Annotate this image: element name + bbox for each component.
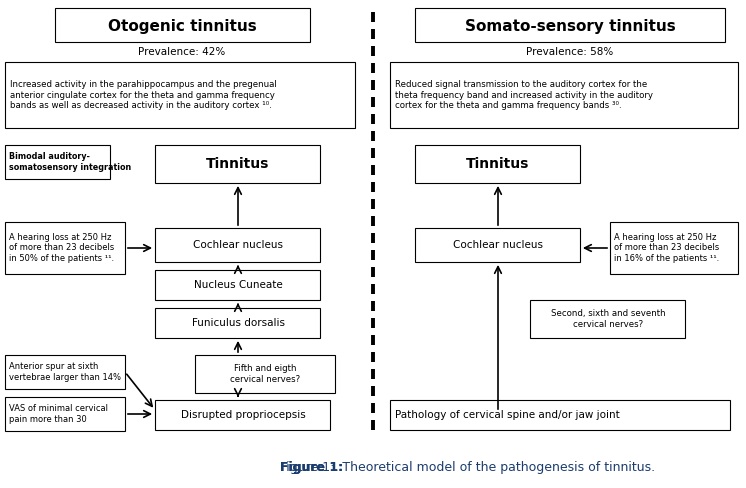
- Bar: [155, 270, 320, 300]
- Text: Reduced signal transmission to the auditory cortex for the
theta frequency band : Reduced signal transmission to the audit…: [395, 80, 653, 110]
- Text: Nucleus Cuneate: Nucleus Cuneate: [194, 280, 283, 290]
- Text: Prevalence: 58%: Prevalence: 58%: [527, 47, 614, 57]
- Text: Cochlear nucleus: Cochlear nucleus: [453, 240, 543, 250]
- Bar: [155, 228, 320, 262]
- Text: Bimodal auditory-
somatosensory integration: Bimodal auditory- somatosensory integrat…: [9, 152, 131, 172]
- Text: Increased activity in the parahippocampus and the pregenual
anterior cingulate c: Increased activity in the parahippocampu…: [10, 80, 277, 110]
- Text: VAS of minimal cervical
pain more than 30: VAS of minimal cervical pain more than 3…: [9, 404, 108, 424]
- Bar: [155, 308, 320, 338]
- Text: Prevalence: 42%: Prevalence: 42%: [138, 47, 225, 57]
- Bar: [415, 8, 725, 42]
- Text: Figure 1:  Theoretical model of the pathogenesis of tinnitus.: Figure 1: Theoretical model of the patho…: [280, 462, 655, 474]
- Bar: [55, 8, 310, 42]
- Bar: [610, 222, 738, 274]
- Bar: [415, 145, 580, 183]
- Text: Cochlear nucleus: Cochlear nucleus: [193, 240, 283, 250]
- Text: Funiculus dorsalis: Funiculus dorsalis: [192, 318, 284, 328]
- Bar: [5, 222, 125, 274]
- Text: Otogenic tinnitus: Otogenic tinnitus: [107, 19, 257, 34]
- Text: Fifth and eigth
cervical nerves?: Fifth and eigth cervical nerves?: [230, 365, 300, 384]
- Text: A hearing loss at 250 Hz
of more than 23 decibels
in 16% of the patients ¹¹.: A hearing loss at 250 Hz of more than 23…: [614, 233, 719, 263]
- Text: A hearing loss at 250 Hz
of more than 23 decibels
in 50% of the patients ¹¹.: A hearing loss at 250 Hz of more than 23…: [9, 233, 114, 263]
- Bar: [530, 300, 685, 338]
- Bar: [195, 355, 335, 393]
- Text: Disrupted propriocepsis: Disrupted propriocepsis: [181, 410, 305, 420]
- Text: Somato-sensory tinnitus: Somato-sensory tinnitus: [465, 19, 675, 34]
- Bar: [155, 400, 330, 430]
- Bar: [155, 145, 320, 183]
- Text: Figure 1:: Figure 1:: [280, 462, 343, 474]
- Text: Tinnitus: Tinnitus: [207, 157, 270, 171]
- Bar: [390, 400, 730, 430]
- Bar: [5, 355, 125, 389]
- Bar: [5, 145, 110, 179]
- Text: Pathology of cervical spine and/or jaw joint: Pathology of cervical spine and/or jaw j…: [395, 410, 620, 420]
- Bar: [390, 62, 738, 128]
- Text: Figure 1:: Figure 1:: [280, 462, 343, 474]
- Text: Second, sixth and seventh
cervical nerves?: Second, sixth and seventh cervical nerve…: [551, 309, 665, 329]
- Bar: [5, 397, 125, 431]
- Text: Anterior spur at sixth
vertebrae larger than 14%: Anterior spur at sixth vertebrae larger …: [9, 362, 121, 382]
- Text: Tinnitus: Tinnitus: [466, 157, 530, 171]
- Bar: [415, 228, 580, 262]
- Bar: [5, 62, 355, 128]
